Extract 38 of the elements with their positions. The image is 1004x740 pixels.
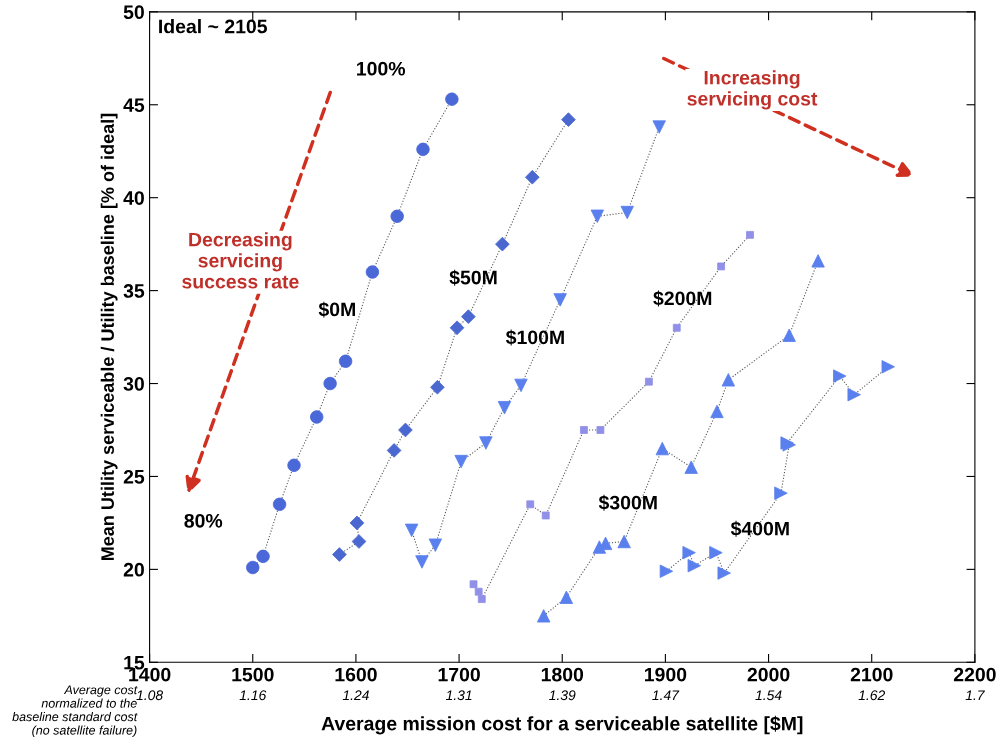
x2-tick-label: 1.08 (136, 690, 164, 701)
annotation: $50M (449, 269, 497, 286)
y-tick-label: 25 (123, 469, 145, 484)
x-tick-label: 1500 (232, 667, 274, 682)
annotation: Decreasing servicing success rate (182, 232, 299, 289)
annotation: Ideal ~ 2105 (159, 19, 268, 34)
x2-tick-label: 1.24 (342, 690, 369, 700)
annotation: $200M (653, 290, 712, 307)
x2-tick-label: 1.62 (858, 690, 886, 701)
x2-tick-label: 1.16 (239, 690, 267, 701)
x-tick-label: 1700 (438, 667, 480, 682)
annotation: $100M (505, 329, 564, 346)
x-tick-label: 1900 (645, 667, 687, 682)
x-tick-label: 2000 (747, 667, 790, 682)
annotation: 80% (184, 513, 223, 528)
x2-axis-title: Average cost normalized to the baseline standard cost (no satellite failure) (12, 685, 138, 738)
annotation: Increasing servicing cost (687, 70, 818, 110)
y-tick-label: 20 (123, 562, 144, 577)
x-tick-label: 1600 (335, 667, 377, 682)
annotation: $0M (318, 301, 355, 318)
x-tick-label: 2100 (850, 667, 893, 682)
x2-tick-label: 1.54 (755, 690, 782, 701)
x-tick-label: 1800 (541, 667, 584, 682)
y-tick-label: 35 (123, 284, 145, 298)
annotation: $300M (598, 494, 657, 511)
annotation: $400M (730, 520, 789, 537)
x2-tick-label: 1.31 (445, 690, 472, 701)
x2-tick-label: 1.47 (652, 690, 680, 700)
y-axis-title: Mean Utility serviceable / Utility baseline [% of ideal] (100, 113, 118, 561)
y-tick-label: 40 (123, 191, 144, 205)
x-tick-label: 2200 (953, 667, 996, 682)
y-tick-label: 45 (123, 98, 145, 112)
annotation: 100% (357, 61, 406, 76)
y-tick-label: 50 (123, 5, 144, 20)
x2-tick-label: 1.39 (549, 690, 576, 701)
x-axis-title: Average mission cost for a serviceable satellite [$M] (321, 715, 803, 735)
y-tick-label: 30 (123, 377, 144, 391)
x2-tick-label: 1.7 (965, 690, 985, 700)
